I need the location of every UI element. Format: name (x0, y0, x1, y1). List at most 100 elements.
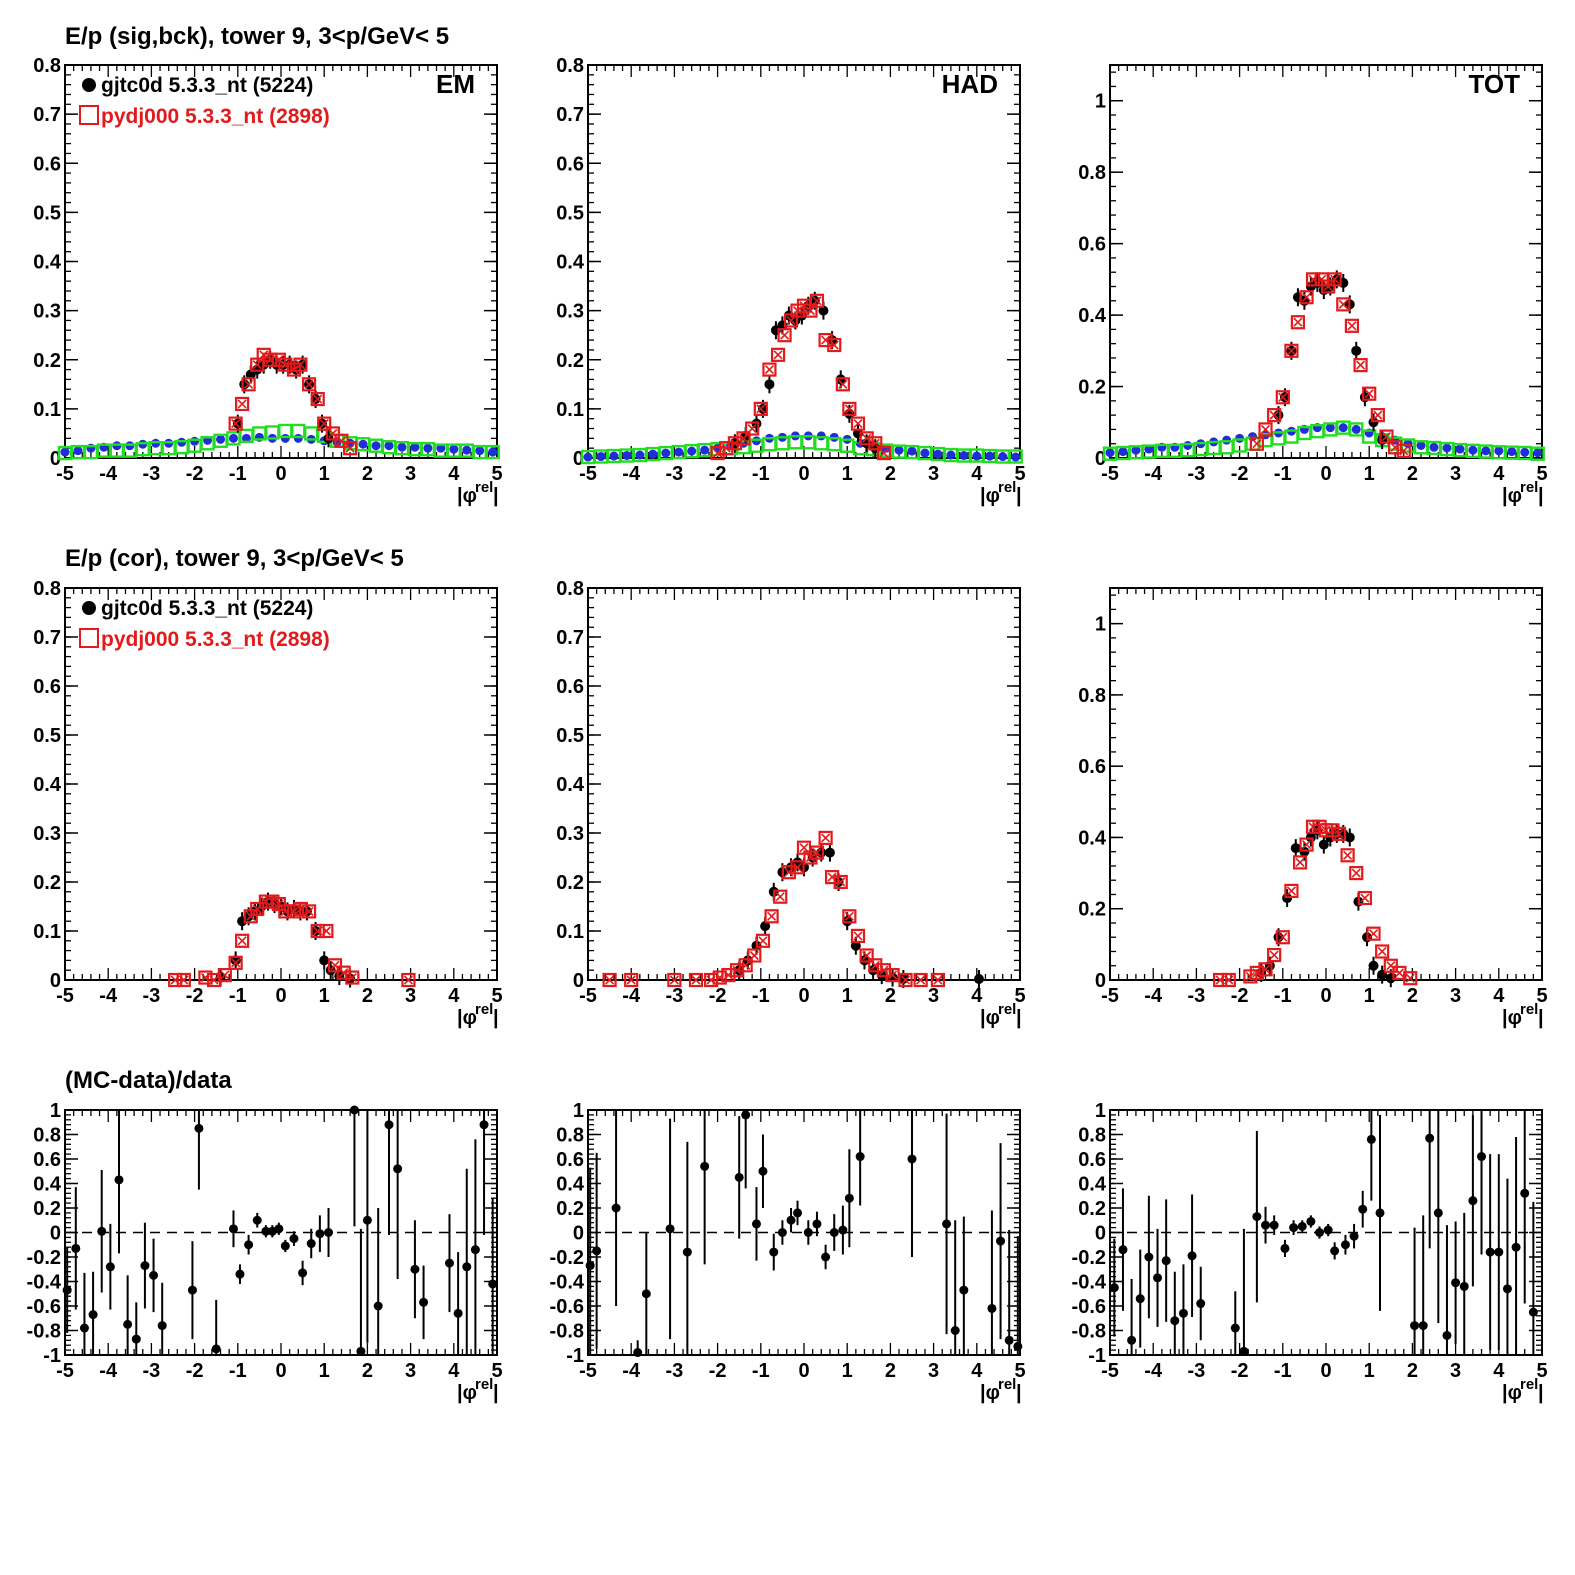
x-tick-label: 4 (448, 1360, 460, 1382)
y-tick-label: 0.6 (556, 153, 584, 175)
mc-point-cross (1381, 431, 1392, 442)
mc-point (1362, 386, 1377, 401)
mc-point-cross (862, 433, 872, 443)
mc-point-cross (747, 423, 757, 434)
x-tick-label: -3 (1188, 1360, 1206, 1382)
mc-point-cross (741, 960, 751, 970)
ratio-point (700, 1161, 710, 1171)
y-tick-label: -1 (1088, 1345, 1106, 1367)
x-tick-label: 4 (1493, 463, 1505, 485)
x-tick-label: 0 (1320, 1360, 1331, 1382)
y-tick-label: 0.3 (556, 823, 584, 845)
data-bck-point (946, 450, 956, 460)
ratio-point (751, 1219, 761, 1229)
x-tick-label: -4 (99, 463, 118, 485)
mc-point-cross (756, 404, 766, 414)
data-bck-point (1351, 424, 1361, 434)
ratio-point (855, 1152, 865, 1162)
x-tick-label: -1 (229, 985, 247, 1007)
mc-point-cross (773, 350, 783, 360)
y-tick-label: -0.4 (27, 1272, 62, 1294)
ratio-point (1013, 1341, 1023, 1351)
x-tick-label: -2 (1231, 985, 1249, 1007)
y-tick-label: 0 (50, 1223, 61, 1245)
series-circle-small (1109, 1110, 1538, 1356)
x-tick-label: -1 (1274, 463, 1292, 485)
mc-point-cross (933, 975, 943, 985)
ratio-point (444, 1258, 454, 1268)
x-axis-label-sup: rel (475, 1376, 493, 1393)
mc-point (1275, 930, 1290, 945)
x-axis-label-end: | (493, 1007, 499, 1029)
x-tick-label: -4 (1144, 985, 1163, 1007)
mc-point-cross (339, 968, 349, 978)
x-tick-label: 1 (319, 985, 330, 1007)
mc-point-cross (280, 360, 290, 370)
ratio-point (1289, 1223, 1299, 1233)
ratio-point (1118, 1245, 1128, 1255)
mc-point (868, 436, 883, 451)
mc-point (1292, 855, 1308, 870)
mc-point-cross (870, 438, 880, 448)
series-square (1249, 272, 1411, 458)
x-tick-label: -5 (56, 463, 74, 485)
mc-point (827, 337, 842, 353)
x-tick-label: -3 (143, 463, 161, 485)
mc-point (688, 972, 704, 988)
data-bck-point (920, 448, 930, 458)
data-bck-point (674, 447, 684, 457)
x-tick-label: 2 (885, 985, 896, 1007)
y-tick-label: -1 (566, 1345, 584, 1367)
mc-point (1258, 422, 1273, 437)
mc-point (842, 909, 857, 924)
data-bck-point (894, 445, 904, 455)
mc-point-cross (1278, 392, 1288, 402)
mc-point-cross (231, 419, 241, 429)
ratio-point (1468, 1196, 1478, 1206)
ratio-point (235, 1269, 245, 1279)
series-square-open (57, 423, 500, 461)
panel-r2-had: 0 0.1 0.2 0.3 0.4 0.5 0.6 0.7 0.8 -5 -4 -3 -2 -1 0 1 2 3 4… (556, 578, 1025, 1029)
data-bck-point (293, 433, 303, 443)
ratio-point (470, 1245, 480, 1255)
mc-point (850, 416, 866, 431)
y-tick-label: -0.2 (550, 1247, 584, 1269)
ratio-point (123, 1319, 133, 1329)
data-bck-point (700, 445, 710, 455)
mc-point-cross (887, 970, 898, 980)
mc-point (1344, 318, 1360, 333)
mc-point (1267, 947, 1282, 963)
data-bck-point (907, 446, 917, 456)
mc-point (753, 401, 768, 416)
data-bck-point (1455, 444, 1465, 454)
mc-point-cross (313, 394, 323, 404)
data-bck-point (583, 452, 593, 462)
mc-point-cross (1293, 317, 1303, 327)
data-bck-point (475, 446, 485, 456)
ratio-point (1109, 1283, 1119, 1293)
y-tick-label: 0.3 (33, 823, 61, 845)
mc-point-cross (1317, 274, 1327, 284)
x-tick-label: -5 (56, 1360, 74, 1382)
ratio-point (1330, 1246, 1340, 1256)
x-axis-label-end: | (1538, 1382, 1544, 1404)
ratio-point (488, 1279, 498, 1289)
legend-marker-mc (79, 628, 99, 648)
y-tick-label: 0.2 (1078, 1198, 1106, 1220)
y-tick-label: 0.4 (1078, 305, 1107, 327)
mc-point (1327, 272, 1342, 287)
legend-label-data: gjtc0d 5.3.3_nt (5224) (101, 597, 313, 620)
x-tick-label: 4 (448, 985, 460, 1007)
mc-point (235, 933, 250, 948)
mc-point (310, 923, 325, 939)
ratio-point (1485, 1247, 1495, 1257)
mc-point (228, 416, 243, 431)
data-bck-point (959, 451, 969, 461)
data-bck-point (1507, 447, 1517, 457)
mc-point-cross (328, 428, 338, 439)
mc-point-cross (805, 306, 816, 316)
ratio-point (803, 1228, 813, 1237)
ratio-point (777, 1228, 787, 1237)
x-tick-label: -5 (579, 985, 597, 1007)
mc-point-cross (738, 433, 749, 443)
